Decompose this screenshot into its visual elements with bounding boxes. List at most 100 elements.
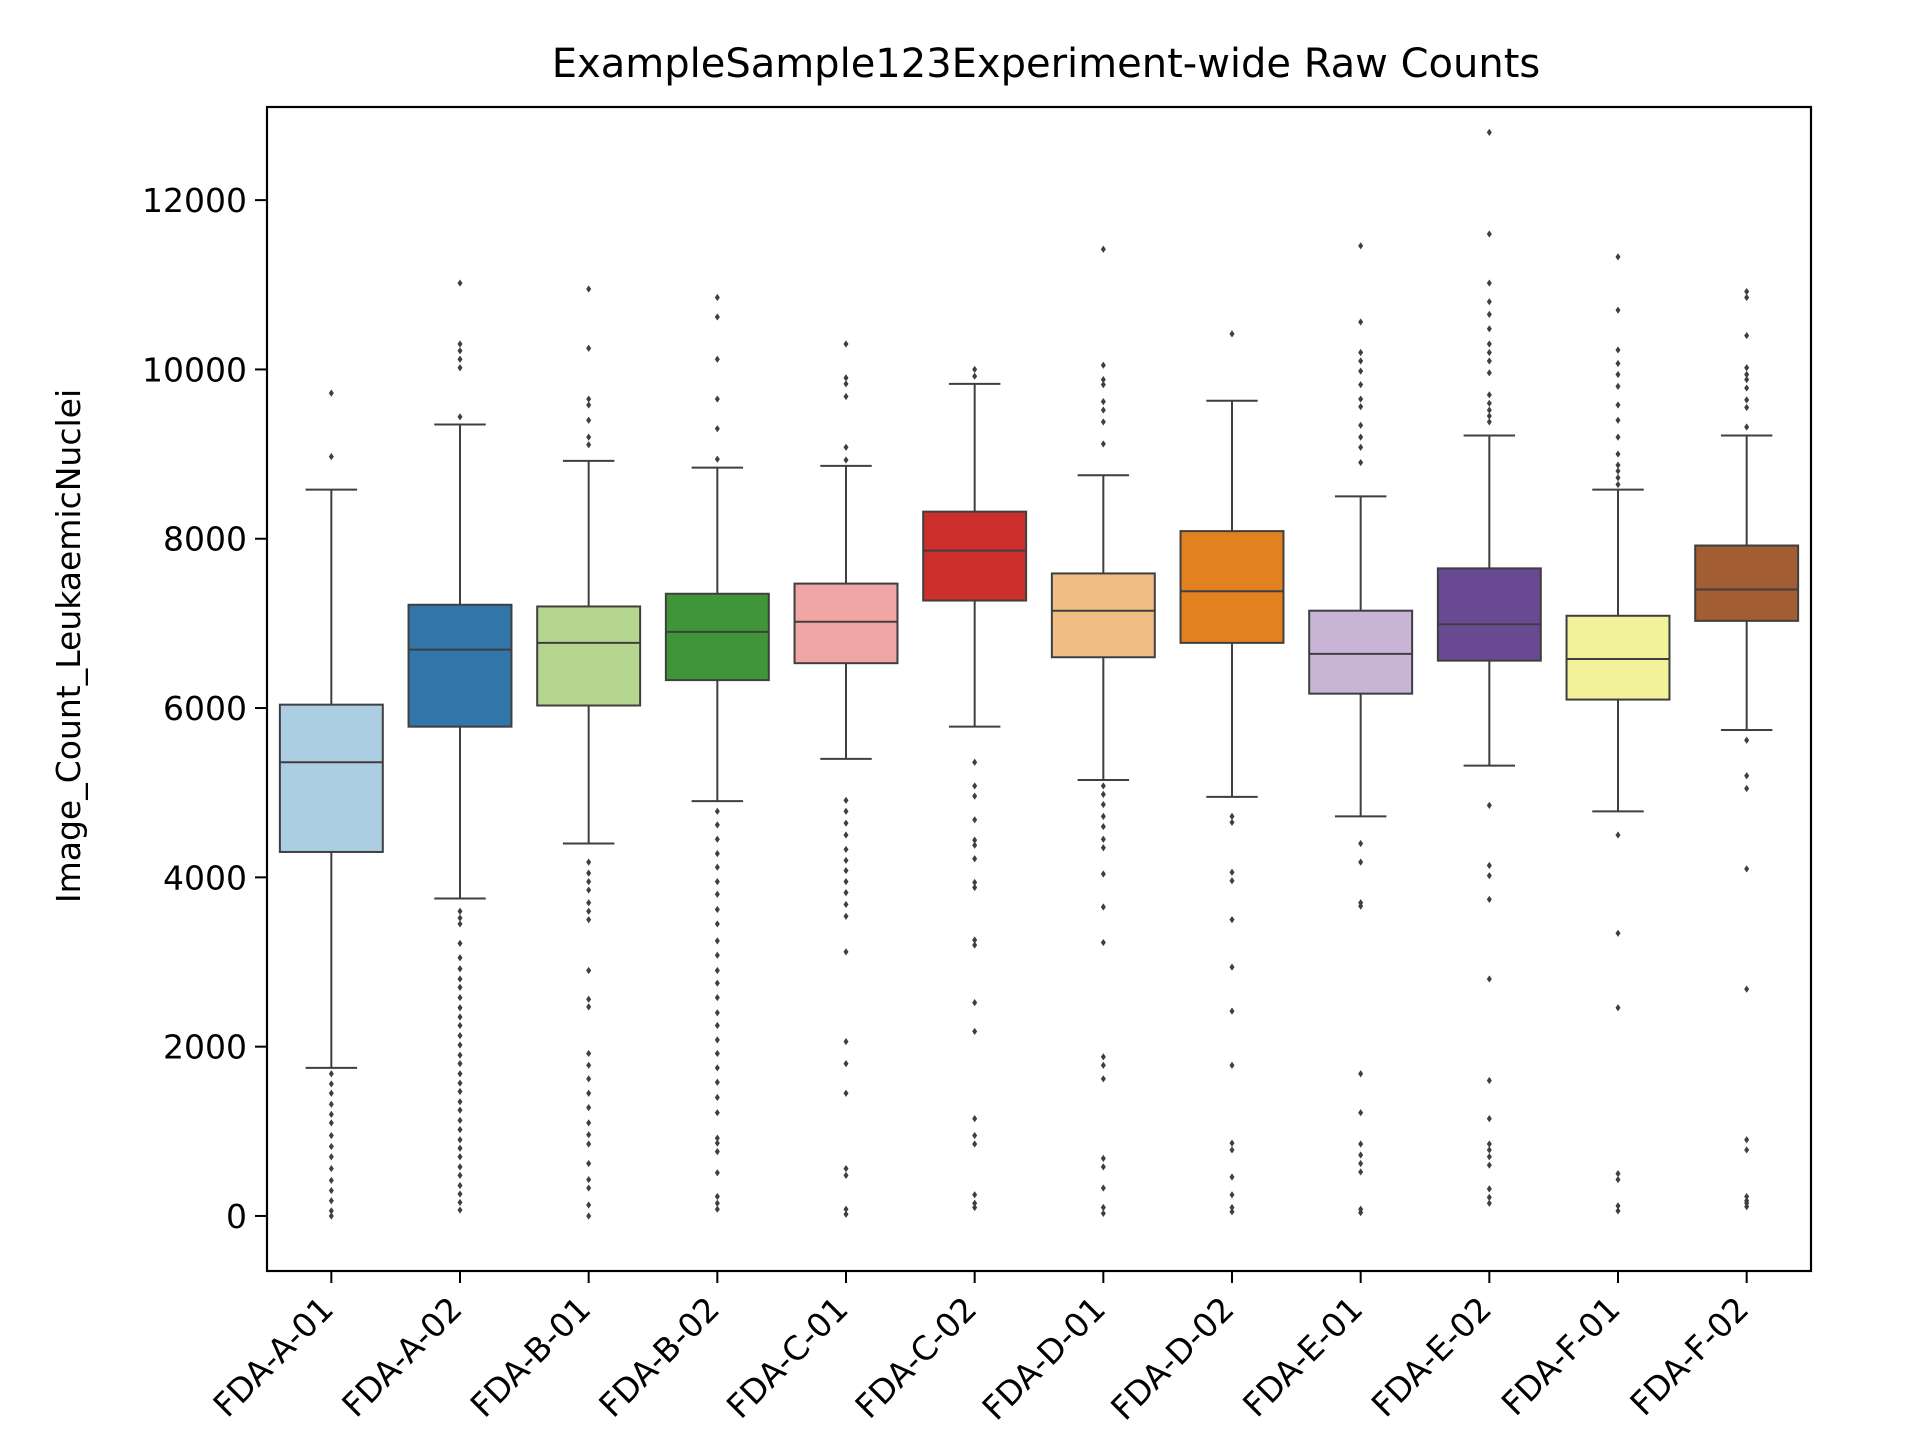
outlier-point [714,1148,720,1156]
outlier-point [457,1153,463,1161]
outlier-point [714,877,720,886]
outlier-point [972,883,978,892]
outlier-point [714,455,720,463]
outlier-point [457,1004,463,1012]
outlier-point [843,443,849,451]
x-tick-label: FDA-D-02 [1103,1289,1242,1428]
iqr-box [1565,614,1671,701]
outlier-point [1229,812,1235,821]
outlier-point [457,1079,463,1087]
outlier-point [457,1098,463,1106]
outlier-point [1100,245,1106,253]
outlier-point [1744,331,1750,340]
outlier-point [1744,736,1750,744]
outlier-point [586,1061,592,1069]
outlier-point [586,1089,592,1097]
outlier-point [457,413,463,421]
outlier-point [586,395,592,403]
outlier-point [457,914,463,922]
outlier-point [843,912,849,920]
outlier-point [586,1175,592,1184]
outlier-point [1615,474,1621,482]
y-tick-label: 10000 [142,350,247,389]
outlier-point [586,1003,592,1011]
outlier-point [1358,839,1364,848]
outlier-point [1100,844,1106,852]
outlier-point [328,389,334,397]
outlier-point [1358,403,1364,411]
iqr-box [1179,530,1285,644]
outlier-point [1486,1115,1492,1123]
outlier-point [1358,1140,1364,1148]
outlier-point [1744,1146,1750,1154]
outlier-point [714,979,720,987]
outlier-point [457,1126,463,1134]
outlier-point [1486,1076,1492,1085]
box-fda-e-02 [1436,128,1542,1207]
outlier-point [1744,384,1750,392]
outlier-point [714,1049,720,1058]
outlier-point [586,1075,592,1083]
iqr-box [922,510,1028,602]
outlier-point [586,1104,592,1112]
outlier-point [714,1093,720,1102]
outlier-point [1486,391,1492,399]
outlier-point [1100,381,1106,389]
outlier-point [1486,801,1492,809]
outlier-point [1486,348,1492,357]
outlier-point [1100,1075,1106,1083]
outlier-point [843,1037,849,1046]
outlier-point [972,878,978,887]
outlier-point [843,948,849,956]
outlier-point [328,1176,334,1185]
outlier-point [457,975,463,983]
outlier-point [714,395,720,403]
outlier-point [1100,1061,1106,1069]
outlier-point [1615,480,1621,489]
outlier-point [457,920,463,928]
outlier-point [843,888,849,897]
outlier-point [1744,865,1750,873]
outlier-point [457,340,463,348]
outlier-point [1100,790,1106,798]
outlier-point [1486,357,1492,365]
outlier-point [714,1009,720,1017]
outlier-point [457,1144,463,1152]
outlier-point [714,850,720,858]
outlier-point [1486,1146,1492,1154]
outlier-point [586,1049,592,1058]
outlier-point [1486,279,1492,287]
outlier-point [457,954,463,962]
outlier-point [714,425,720,433]
outlier-point [714,1199,720,1207]
outlier-point [1358,367,1364,375]
outlier-point [1358,381,1364,389]
outlier-point [457,1013,463,1021]
outlier-point [843,1089,849,1097]
outlier-point [714,1109,720,1117]
iqr-box [1436,567,1542,662]
outlier-point [1358,902,1364,910]
outlier-point [714,313,720,321]
outlier-point [972,941,978,949]
outlier-point [328,1197,334,1205]
outlier-point [586,1212,592,1220]
outlier-point [586,995,592,1003]
outlier-point [714,1192,720,1201]
outlier-point [328,1207,334,1215]
outlier-point [457,1032,463,1040]
outlier-point [1486,340,1492,348]
outlier-point [1358,433,1364,441]
outlier-point [1100,1209,1106,1218]
outlier-point [843,374,849,382]
outlier-point [714,1078,720,1086]
outlier-point [1100,406,1106,414]
outlier-point [1486,1193,1492,1201]
outlier-point [328,1212,334,1220]
outlier-point [1229,916,1235,924]
outlier-point [586,416,592,424]
iqr-box [793,582,899,665]
box-fda-d-01 [1050,245,1156,1218]
y-axis-label: Image_Count_LeukaemicNuclei [49,389,88,903]
outlier-point [1358,1109,1364,1117]
